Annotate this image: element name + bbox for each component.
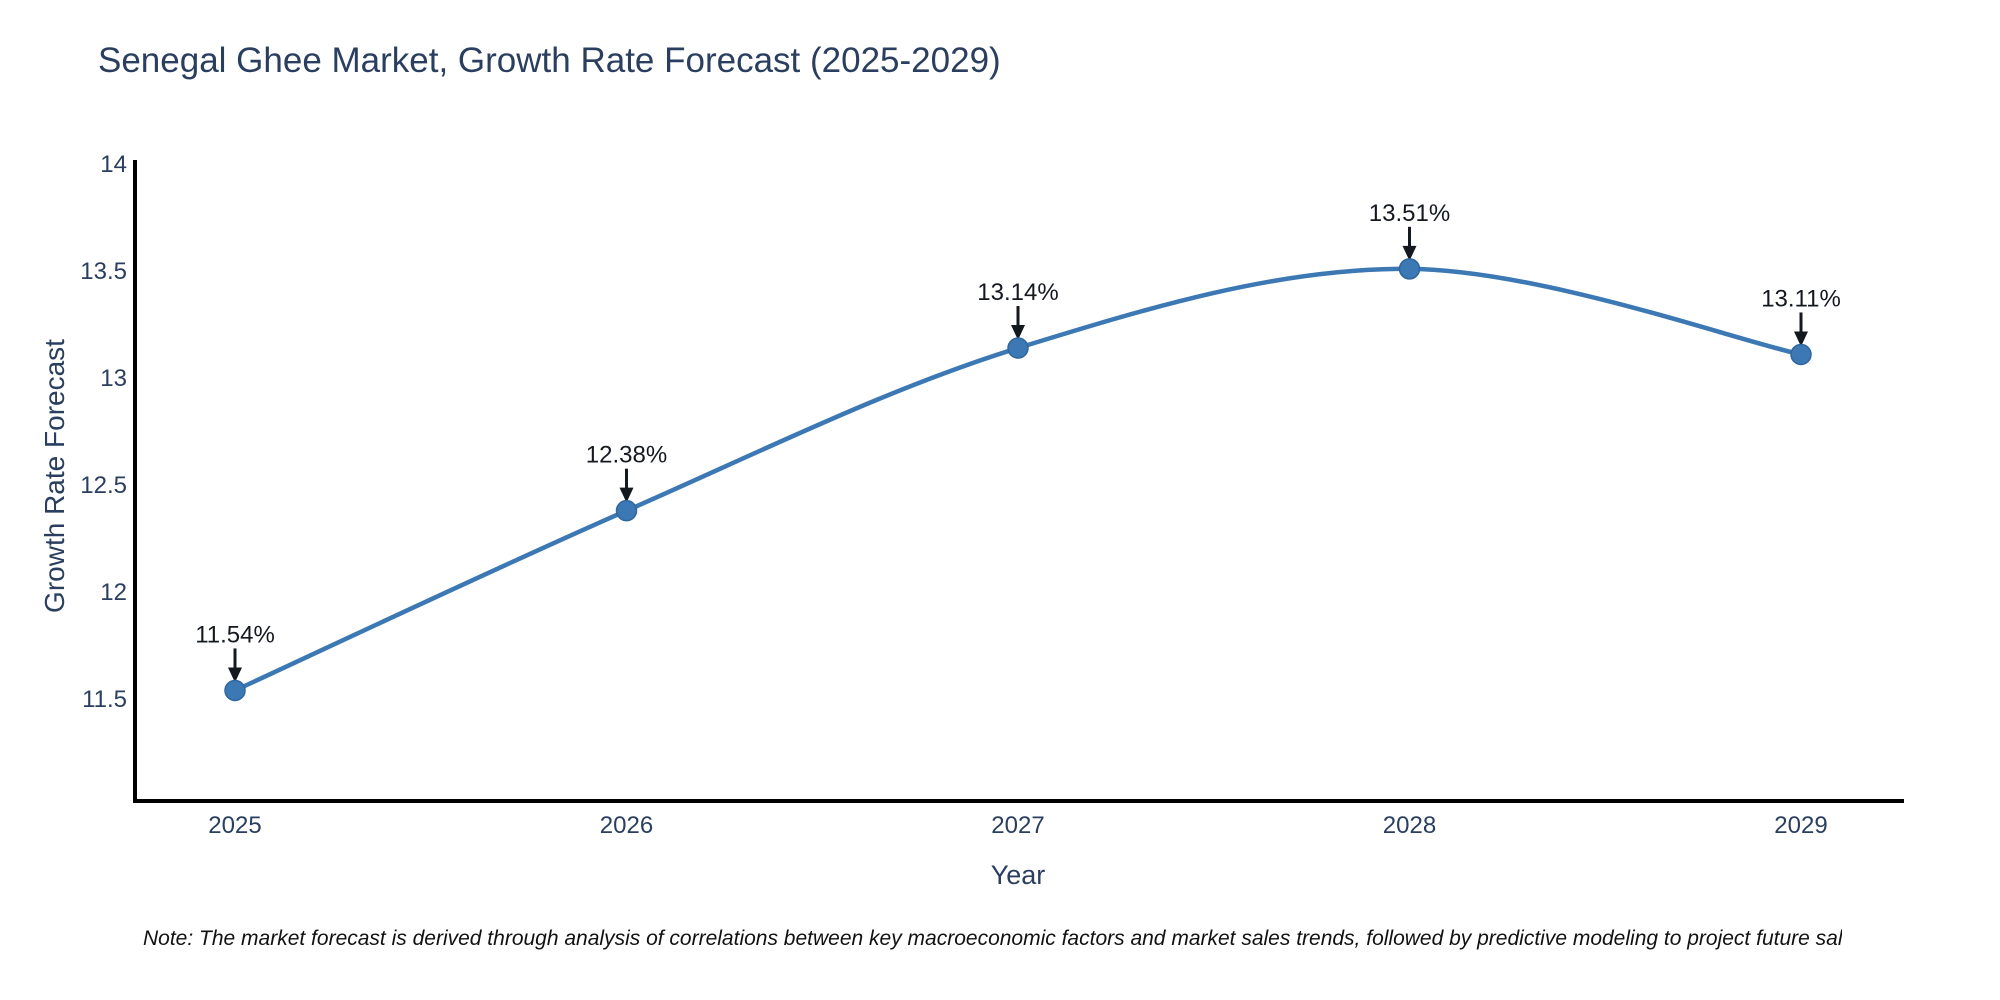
y-tick-label: 13: [100, 365, 127, 392]
x-tick-label: 2029: [1774, 812, 1827, 839]
data-point-marker[interactable]: [1007, 337, 1029, 359]
y-tick-label: 13.5: [80, 258, 127, 285]
annotation-arrowhead: [1011, 325, 1025, 341]
data-point-marker[interactable]: [224, 679, 246, 702]
x-tick-label: 2025: [208, 812, 261, 839]
footnote: Note: The market forecast is derived thr…: [143, 927, 1843, 950]
x-tick-label: 2027: [991, 812, 1044, 839]
x-axis-title: Year: [990, 860, 1046, 890]
y-axis-title: Growth Rate Forecast: [39, 339, 70, 613]
chart-title: Senegal Ghee Market, Growth Rate Forecas…: [98, 41, 1001, 80]
annotation-label: 13.51%: [1369, 200, 1450, 227]
annotation-arrowhead: [228, 667, 242, 683]
x-tick-label: 2028: [1383, 812, 1436, 839]
annotation-label: 12.38%: [586, 442, 667, 469]
annotation-arrowhead: [619, 487, 634, 503]
annotation-label: 13.11%: [1761, 285, 1841, 312]
annotation-label: 11.54%: [195, 621, 275, 648]
y-tick-label: 12: [100, 579, 127, 606]
data-point-marker[interactable]: [1790, 343, 1812, 366]
y-tick-label: 14: [100, 151, 127, 178]
annotation-arrowhead: [1402, 245, 1417, 261]
y-tick-label: 12.5: [80, 472, 127, 499]
y-tick-label: 11.5: [82, 686, 127, 713]
x-tick-label: 2026: [600, 812, 653, 839]
data-point-marker[interactable]: [615, 499, 638, 522]
data-point-marker[interactable]: [1398, 258, 1421, 280]
annotation-arrowhead: [1794, 331, 1808, 347]
annotation-label: 13.14%: [977, 279, 1058, 306]
